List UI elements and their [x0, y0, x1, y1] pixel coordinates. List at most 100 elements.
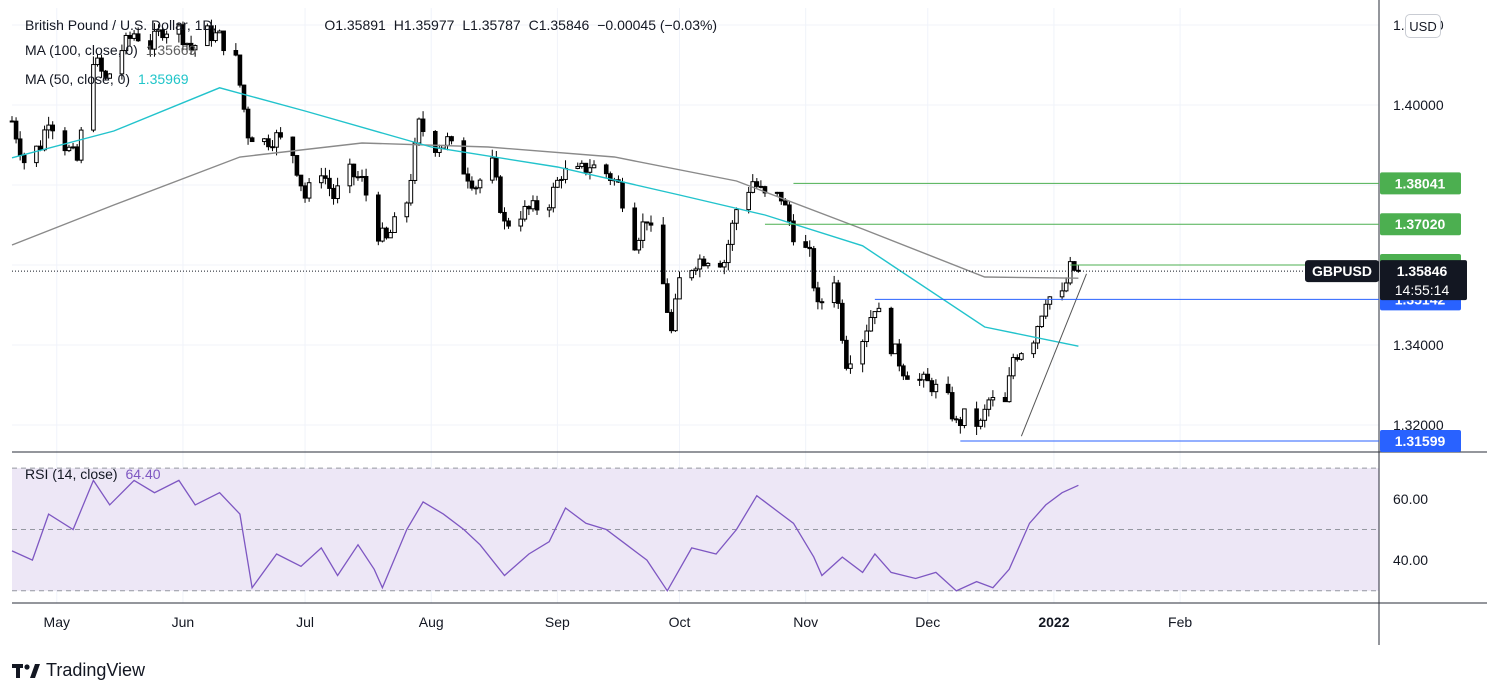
price-level-label: 1.31599 — [1395, 433, 1446, 449]
candle-body — [445, 136, 450, 146]
candle-body — [664, 283, 670, 313]
candle-body — [1019, 353, 1024, 360]
candle-body — [376, 194, 381, 242]
x-tick-label: Jul — [296, 614, 314, 630]
candle-body — [180, 24, 186, 46]
candle-body — [815, 287, 821, 303]
candle-body — [388, 232, 393, 239]
rsi-line — [11, 479, 1079, 593]
candle-body — [526, 205, 532, 210]
ma100-legend[interactable]: MA (100, close, 0) 1.35669 — [25, 42, 200, 58]
candle-body — [404, 202, 410, 218]
ma50-legend[interactable]: MA (50, close, 0) 1.35969 — [25, 71, 193, 87]
candle-body — [958, 419, 963, 427]
ma50-line — [11, 87, 1079, 347]
candle-body — [302, 185, 308, 199]
candle-body — [355, 176, 361, 179]
candle-body — [901, 365, 906, 377]
candle-body — [860, 341, 865, 365]
candle-body — [518, 218, 524, 227]
candle-body — [1059, 290, 1065, 298]
candle-body — [164, 33, 169, 39]
candle-body — [70, 146, 76, 149]
ohlc-header: British Pound / U.S. Dollar, 1D, O1.3589… — [25, 17, 721, 33]
candle-body — [461, 140, 467, 175]
rsi-value: 64.40 — [125, 466, 161, 482]
low-value: L1.35787 — [462, 17, 521, 33]
candle-body — [465, 173, 471, 182]
last-price-label: 1.35846 — [1397, 263, 1448, 279]
candle-body — [978, 419, 983, 427]
candle-body — [705, 262, 711, 267]
symbol-tag-label: GBPUSD — [1312, 263, 1372, 279]
candle-body — [953, 418, 959, 421]
candle-body — [896, 343, 902, 367]
tradingview-logo[interactable]: TradingView — [12, 660, 145, 681]
candle-body — [1006, 375, 1012, 403]
candle-body — [933, 383, 939, 393]
candle-body — [127, 34, 133, 39]
candle-body — [46, 124, 51, 131]
candle-body — [38, 145, 43, 151]
candle-body — [498, 176, 503, 213]
candle-body — [669, 311, 674, 332]
candle-body — [835, 282, 841, 304]
candle-body — [50, 124, 56, 132]
candle-body — [587, 167, 593, 173]
candle-body — [746, 191, 751, 211]
candle-body — [477, 179, 483, 189]
rsi-tick-label: 60.00 — [1393, 491, 1428, 507]
candle-body — [274, 132, 279, 148]
candle-body — [363, 175, 369, 196]
close-value: C1.35846 — [528, 17, 590, 33]
candle-body — [294, 155, 300, 176]
brand-name: TradingView — [46, 660, 146, 680]
x-tick-label: Dec — [915, 614, 940, 630]
candle-body — [555, 179, 560, 188]
candle-body — [34, 145, 39, 164]
trendline — [1020, 273, 1087, 437]
candle-body — [986, 399, 992, 410]
candle-body — [1071, 261, 1077, 271]
candle-body — [640, 221, 646, 241]
candle-body — [534, 200, 540, 211]
candle-body — [892, 343, 898, 355]
last-price-tag — [1380, 260, 1467, 301]
candle-body — [530, 200, 536, 210]
candle-body — [135, 33, 141, 42]
candle-body — [636, 239, 642, 251]
candle-body — [152, 30, 157, 50]
candle-body — [416, 118, 422, 144]
candle-body — [241, 84, 247, 110]
candle-body — [962, 408, 967, 427]
candle-body — [331, 187, 336, 200]
ma50-value: 1.35969 — [137, 71, 189, 87]
candle-body — [249, 137, 255, 143]
candle-body — [359, 175, 365, 178]
currency-button[interactable]: USD — [1405, 14, 1441, 38]
candle-body — [91, 64, 96, 131]
candle-body — [42, 129, 47, 151]
candle-body — [787, 204, 792, 222]
y-tick-label: 1.34000 — [1393, 337, 1444, 353]
candle-body — [693, 268, 699, 272]
candle-body — [1067, 261, 1073, 284]
candle-body — [1047, 296, 1053, 305]
candle-body — [563, 167, 568, 180]
candle-body — [632, 207, 638, 251]
candle-body — [21, 154, 27, 164]
candle-body — [270, 146, 275, 149]
candle-body — [107, 73, 112, 79]
rsi-legend[interactable]: RSI (14, close) 64.40 — [25, 466, 165, 482]
candle-body — [432, 130, 438, 153]
candle-body — [131, 33, 137, 39]
candle-body — [13, 120, 19, 140]
symbol-title: British Pound / U.S. Dollar, 1D, — [25, 17, 217, 33]
candle-body — [327, 177, 332, 189]
candle-body — [551, 186, 556, 209]
candle-body — [489, 157, 495, 181]
candle-body — [213, 32, 218, 42]
candle-body — [335, 185, 340, 200]
candle-body — [266, 138, 271, 148]
